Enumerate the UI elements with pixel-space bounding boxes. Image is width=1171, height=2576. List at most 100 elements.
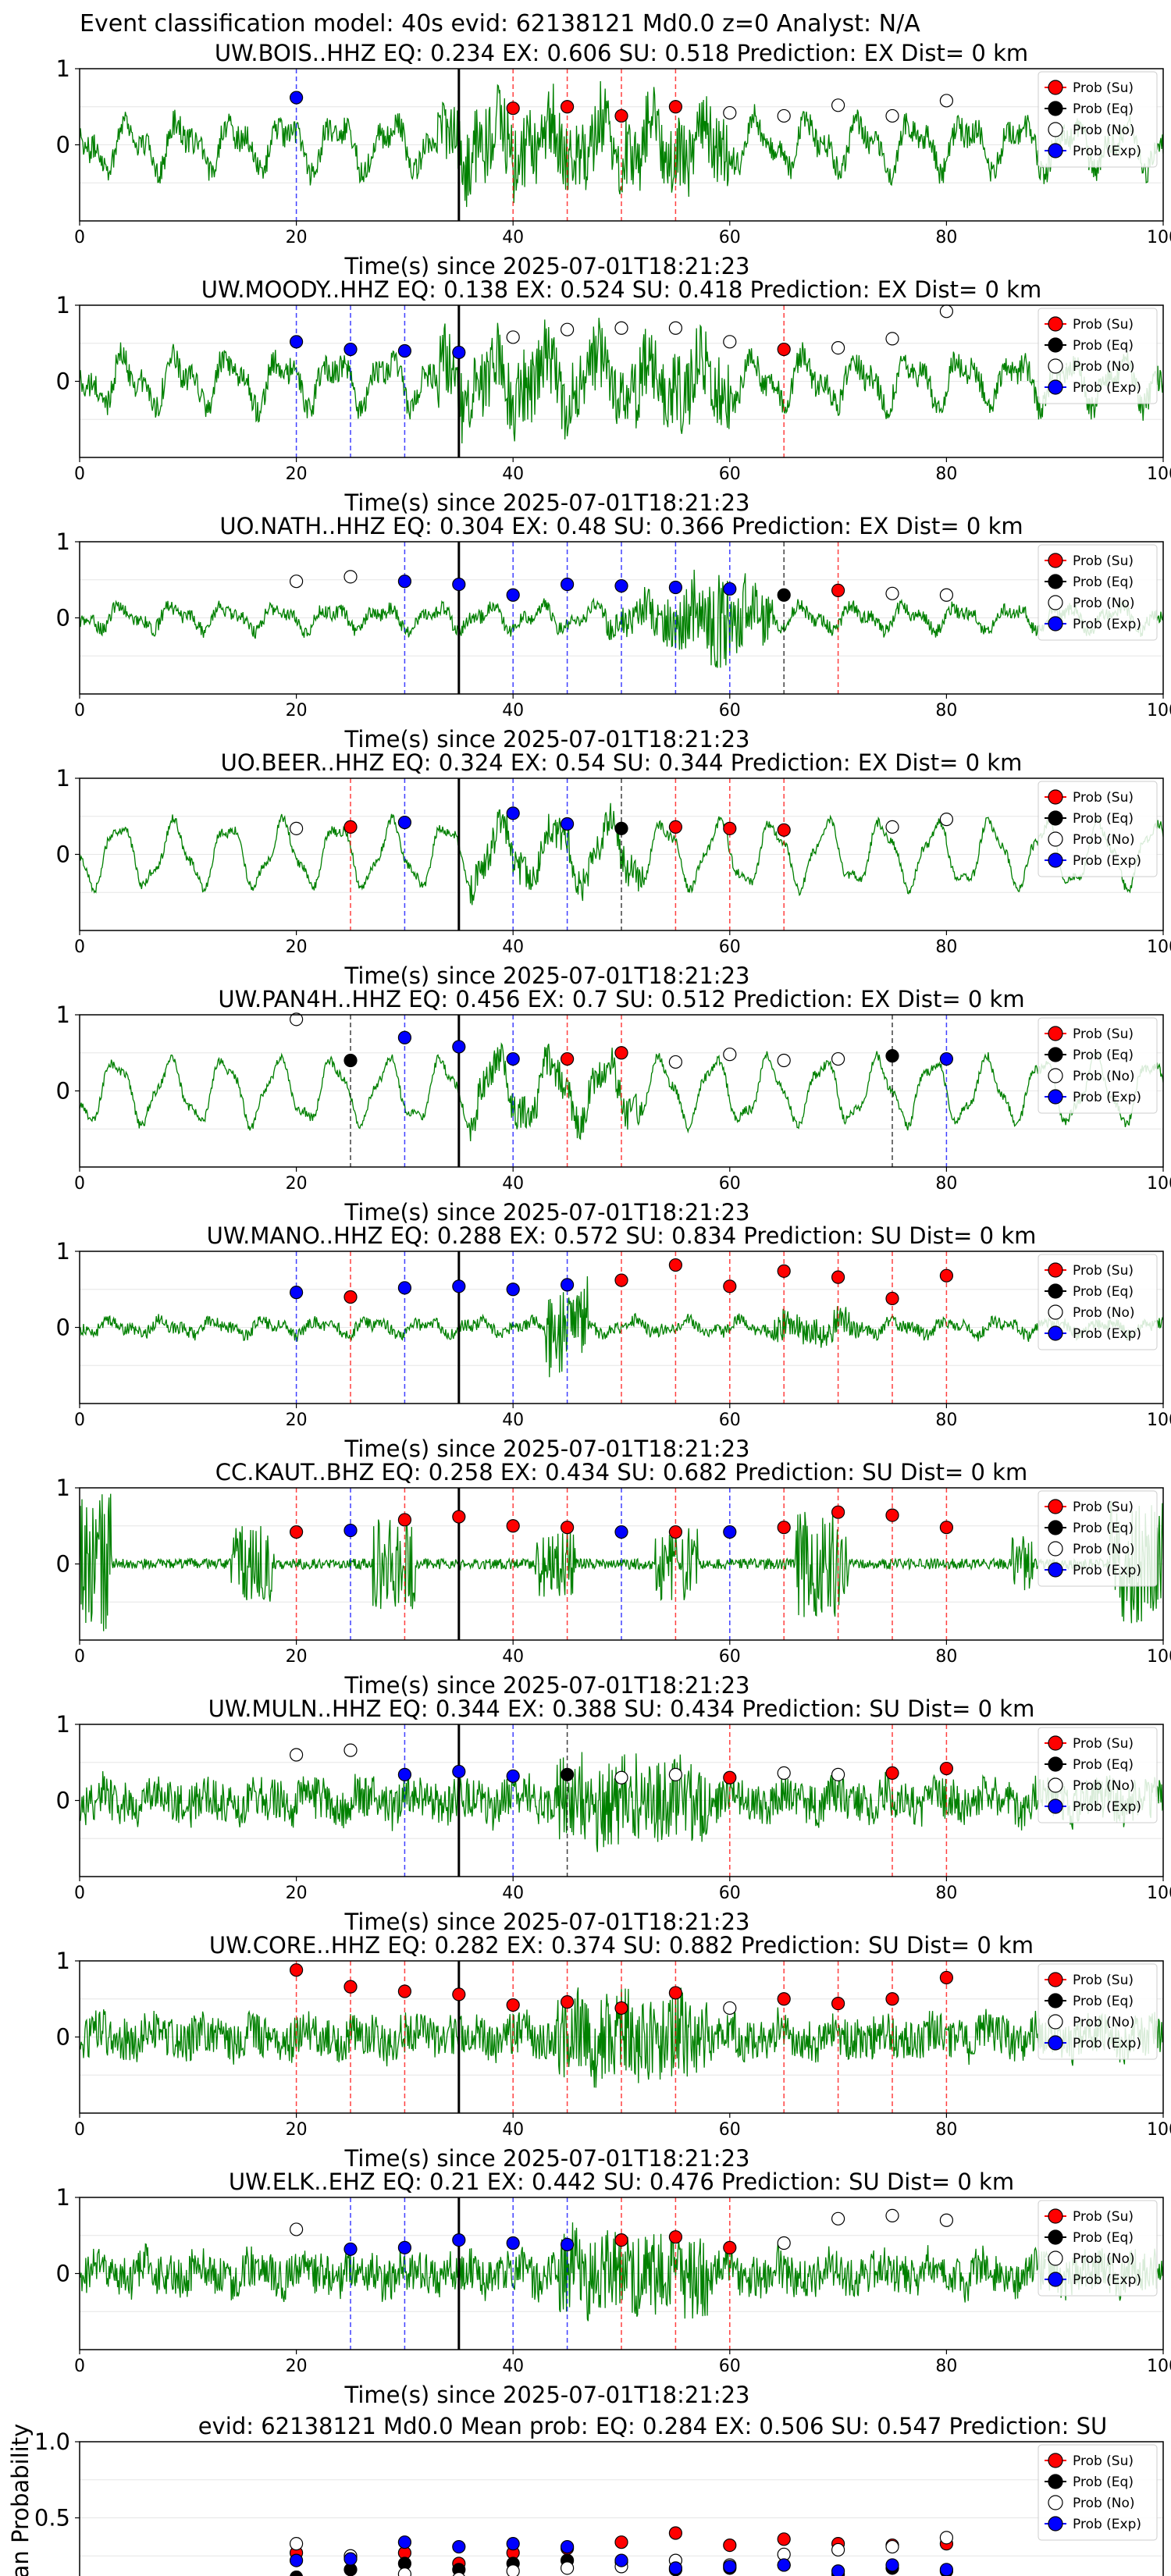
x-tick-label: 60 bbox=[719, 1174, 741, 1194]
prob-marker-no bbox=[668, 321, 683, 335]
legend-label-no: Prob (No) bbox=[1073, 596, 1135, 611]
y-tick-label: 0 bbox=[56, 132, 70, 158]
legend-marker-su bbox=[1048, 1735, 1063, 1751]
panel-title: UW.MOODY..HHZ EQ: 0.138 EX: 0.524 SU: 0.… bbox=[201, 276, 1041, 303]
x-tick-label: 100 bbox=[1147, 1411, 1171, 1430]
prob-marker-su bbox=[831, 583, 845, 598]
prob-marker-su bbox=[831, 1270, 845, 1284]
y-tick-label: 1 bbox=[56, 765, 70, 792]
prob-marker-no bbox=[723, 105, 737, 120]
x-tick-label: 20 bbox=[286, 2357, 308, 2376]
x-tick-label: 40 bbox=[502, 938, 524, 957]
prob-marker-su bbox=[885, 1992, 899, 2006]
x-tick-label: 60 bbox=[719, 2120, 741, 2140]
station-panel-3: UO.BEER..HHZ EQ: 0.324 EX: 0.54 SU: 0.34… bbox=[56, 749, 1171, 989]
mean-marker-no bbox=[452, 2571, 465, 2576]
prob-marker-su bbox=[777, 1521, 791, 1535]
x-tick-label: 60 bbox=[719, 1647, 741, 1667]
legend-marker-exp bbox=[1048, 379, 1063, 395]
y-tick-label: 0 bbox=[56, 1551, 70, 1578]
prob-marker-no bbox=[939, 588, 954, 602]
y-tick-label: 1 bbox=[56, 1238, 70, 1265]
legend-box bbox=[1038, 1727, 1158, 1823]
mean-marker-exp bbox=[560, 2539, 575, 2554]
prob-marker-exp bbox=[560, 2237, 575, 2252]
x-tick-label: 20 bbox=[286, 701, 308, 720]
x-tick-label: 40 bbox=[502, 701, 524, 720]
station-panel-0: UW.BOIS..HHZ EQ: 0.234 EX: 0.606 SU: 0.5… bbox=[56, 40, 1171, 279]
legend-label-eq: Prob (Eq) bbox=[1073, 1048, 1134, 1063]
mean-marker-eq bbox=[290, 2570, 304, 2576]
x-tick-label: 20 bbox=[286, 228, 308, 247]
prob-marker-no bbox=[668, 1767, 683, 1781]
mean-marker-no bbox=[560, 2561, 575, 2575]
y-tick-label: 0.5 bbox=[34, 2505, 70, 2532]
x-tick-label: 0 bbox=[74, 701, 85, 720]
mean-probability-panel: evid: 62138121 Md0.0 Mean prob: EQ: 0.28… bbox=[7, 2413, 1164, 2576]
prob-marker-no bbox=[560, 322, 575, 336]
prob-marker-no bbox=[831, 1051, 845, 1066]
legend-label-exp: Prob (Exp) bbox=[1073, 380, 1141, 396]
x-tick-label: 0 bbox=[74, 2120, 85, 2140]
x-axis-label: Time(s) since 2025-07-01T18:21:23 bbox=[344, 253, 750, 279]
prob-marker-no bbox=[939, 94, 954, 108]
legend-label-eq: Prob (Eq) bbox=[1073, 2475, 1134, 2490]
prob-marker-no bbox=[777, 109, 791, 123]
mean-marker-no bbox=[831, 2542, 845, 2557]
x-axis-label: Time(s) since 2025-07-01T18:21:23 bbox=[344, 489, 750, 516]
prob-marker-no bbox=[831, 1767, 845, 1781]
legend-box bbox=[1038, 2200, 1158, 2297]
x-tick-label: 60 bbox=[719, 228, 741, 247]
legend-marker-no bbox=[1048, 1068, 1063, 1083]
legend-marker-eq bbox=[1048, 101, 1063, 116]
mean-marker-exp bbox=[777, 2558, 791, 2572]
legend-marker-exp bbox=[1048, 852, 1063, 868]
legend-marker-no bbox=[1048, 2014, 1063, 2030]
legend-label-su: Prob (Su) bbox=[1073, 553, 1134, 569]
y-tick-label: 0 bbox=[56, 1078, 70, 1105]
x-tick-label: 0 bbox=[74, 1411, 85, 1430]
prob-marker-no bbox=[614, 321, 628, 335]
mean-marker-su bbox=[723, 2539, 737, 2553]
panel-title: UO.BEER..HHZ EQ: 0.324 EX: 0.54 SU: 0.34… bbox=[221, 749, 1023, 776]
prob-marker-exp bbox=[290, 1286, 304, 1300]
x-axis-label: Time(s) since 2025-07-01T18:21:23 bbox=[344, 1199, 750, 1226]
x-tick-label: 40 bbox=[502, 1174, 524, 1194]
mean-marker-su bbox=[614, 2535, 628, 2549]
x-tick-label: 100 bbox=[1147, 1884, 1171, 1903]
prob-marker-no bbox=[614, 1770, 628, 1784]
prob-marker-su bbox=[885, 1766, 899, 1780]
prob-marker-exp bbox=[723, 582, 737, 596]
prob-marker-su bbox=[939, 1761, 954, 1776]
prob-marker-su bbox=[723, 821, 737, 835]
prob-marker-exp bbox=[560, 1278, 575, 1292]
station-panel-2: UO.NATH..HHZ EQ: 0.304 EX: 0.48 SU: 0.36… bbox=[56, 513, 1171, 753]
legend-label-no: Prob (No) bbox=[1073, 2496, 1135, 2511]
station-panel-6: CC.KAUT..BHZ EQ: 0.258 EX: 0.434 SU: 0.6… bbox=[56, 1459, 1171, 1699]
x-axis-label: Time(s) since 2025-07-01T18:21:23 bbox=[344, 2145, 750, 2172]
x-tick-label: 0 bbox=[74, 938, 85, 957]
station-panel-4: UW.PAN4H..HHZ EQ: 0.456 EX: 0.7 SU: 0.51… bbox=[56, 986, 1171, 1226]
legend-marker-su bbox=[1048, 1026, 1063, 1041]
legend-marker-exp bbox=[1048, 1325, 1063, 1341]
mean-marker-no bbox=[939, 2531, 954, 2545]
legend-marker-no bbox=[1048, 122, 1063, 137]
legend-marker-eq bbox=[1048, 810, 1063, 826]
mean-marker-exp bbox=[397, 2535, 412, 2549]
panel-title: UO.NATH..HHZ EQ: 0.304 EX: 0.48 SU: 0.36… bbox=[219, 513, 1023, 539]
x-tick-label: 60 bbox=[719, 1411, 741, 1430]
y-tick-label: 1 bbox=[56, 2184, 70, 2211]
prob-marker-eq bbox=[885, 1049, 899, 1063]
prob-marker-exp bbox=[290, 335, 304, 349]
legend-box bbox=[1038, 2444, 1158, 2541]
y-tick-label: 1 bbox=[56, 1711, 70, 1738]
x-tick-label: 0 bbox=[74, 2357, 85, 2376]
prob-marker-su bbox=[343, 1290, 358, 1304]
legend-marker-eq bbox=[1048, 1047, 1063, 1062]
x-tick-label: 20 bbox=[286, 938, 308, 957]
x-tick-label: 20 bbox=[286, 1174, 308, 1194]
legend-marker-no bbox=[1048, 2495, 1063, 2510]
mean-marker-no bbox=[290, 2537, 304, 2551]
prob-marker-no bbox=[723, 335, 737, 349]
legend-box bbox=[1038, 1017, 1158, 1114]
